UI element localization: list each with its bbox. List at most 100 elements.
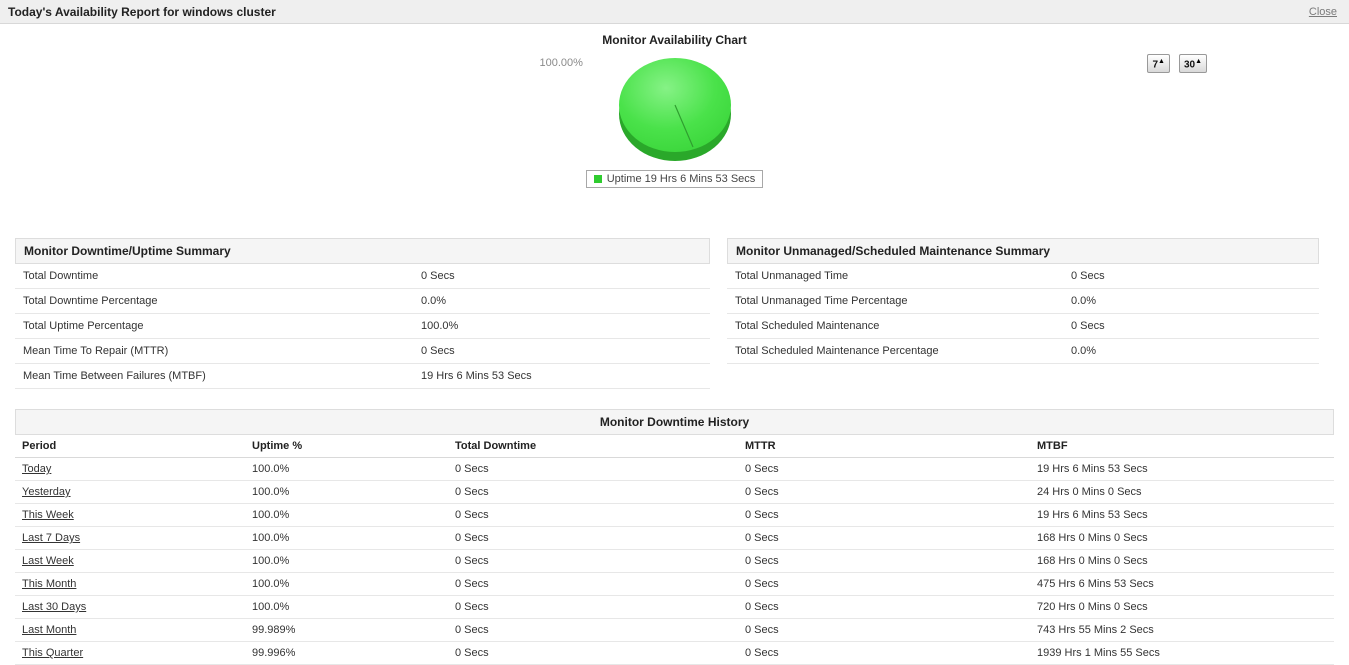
range-7-days-button[interactable]: 7▲ (1147, 54, 1170, 74)
row-label: Mean Time Between Failures (MTBF) (23, 370, 206, 382)
table-row: Total Downtime Percentage 0.0% (15, 289, 710, 314)
uptime-cell: 99.989% (252, 624, 296, 636)
pie-percentage-label: 100.00% (539, 57, 583, 69)
downtime-cell: 0 Secs (455, 532, 489, 544)
downtime-cell: 0 Secs (455, 486, 489, 498)
uptime-cell: 100.0% (252, 532, 290, 544)
row-value: 0.0% (1071, 345, 1097, 357)
uptime-legend-swatch-icon (593, 175, 602, 183)
mttr-cell: 0 Secs (745, 578, 779, 590)
mtbf-cell: 19 Hrs 6 Mins 53 Secs (1037, 509, 1148, 521)
downtime-cell: 0 Secs (455, 578, 489, 590)
downtime-cell: 0 Secs (455, 601, 489, 613)
caret-up-icon: ▲ (1158, 58, 1165, 65)
chart-legend: Uptime 19 Hrs 6 Mins 53 Secs (585, 170, 764, 188)
table-row: Total Unmanaged Time Percentage 0.0% (727, 289, 1319, 314)
report-header: Today's Availability Report for windows … (0, 0, 1349, 24)
range-7-label: 7 (1152, 59, 1158, 71)
uptime-cell: 99.996% (252, 647, 296, 659)
table-row: Total Downtime 0 Secs (15, 264, 710, 289)
row-label: Total Scheduled Maintenance (735, 320, 880, 332)
downtime-uptime-summary-table: Monitor Downtime/Uptime Summary Total Do… (15, 238, 710, 389)
row-value: 19 Hrs 6 Mins 53 Secs (421, 370, 532, 382)
uptime-cell: 100.0% (252, 509, 290, 521)
table-row: Mean Time Between Failures (MTBF) 19 Hrs… (15, 364, 710, 389)
table-row: Yesterday 100.0% 0 Secs 0 Secs 24 Hrs 0 … (15, 481, 1334, 504)
range-buttons: 7▲ 30▲ (1147, 54, 1207, 74)
mtbf-cell: 24 Hrs 0 Mins 0 Secs (1037, 486, 1142, 498)
row-value: 0 Secs (1071, 320, 1105, 332)
row-value: 0 Secs (421, 345, 455, 357)
close-link[interactable]: Close (1308, 5, 1337, 18)
row-label: Total Downtime Percentage (23, 295, 158, 307)
maintenance-summary-title: Monitor Unmanaged/Scheduled Maintenance … (727, 238, 1319, 264)
mtbf-cell: 1939 Hrs 1 Mins 55 Secs (1037, 647, 1160, 659)
row-label: Total Unmanaged Time Percentage (735, 295, 908, 307)
table-row: Total Uptime Percentage 100.0% (15, 314, 710, 339)
mttr-cell: 0 Secs (745, 509, 779, 521)
mttr-cell: 0 Secs (745, 532, 779, 544)
mttr-cell: 0 Secs (745, 647, 779, 659)
mttr-cell: 0 Secs (745, 463, 779, 475)
row-label: Total Downtime (23, 270, 99, 282)
downtime-summary-title: Monitor Downtime/Uptime Summary (15, 238, 710, 264)
table-row: Total Unmanaged Time 0 Secs (727, 264, 1319, 289)
mttr-cell: 0 Secs (745, 624, 779, 636)
period-link[interactable]: This Week (22, 509, 74, 521)
table-row: Last Week 100.0% 0 Secs 0 Secs 168 Hrs 0… (15, 550, 1334, 573)
table-row: Today 100.0% 0 Secs 0 Secs 19 Hrs 6 Mins… (15, 458, 1334, 481)
period-link[interactable]: Last 30 Days (22, 601, 87, 613)
uptime-cell: 100.0% (252, 463, 290, 475)
row-value: 0.0% (421, 295, 447, 307)
table-row: Total Scheduled Maintenance 0 Secs (727, 314, 1319, 339)
period-link[interactable]: Last Week (22, 555, 74, 567)
period-link[interactable]: Last 7 Days (22, 532, 81, 544)
mttr-cell: 0 Secs (745, 601, 779, 613)
row-value: 100.0% (421, 320, 459, 332)
availability-pie-chart: 100.00% (540, 51, 760, 170)
legend-label: Uptime 19 Hrs 6 Mins 53 Secs (606, 173, 756, 185)
column-header-uptime: Uptime % (252, 440, 303, 452)
downtime-cell: 0 Secs (455, 509, 489, 521)
table-row: Last Month 99.989% 0 Secs 0 Secs 743 Hrs… (15, 619, 1334, 642)
pie-graphic (618, 58, 731, 161)
mtbf-cell: 19 Hrs 6 Mins 53 Secs (1037, 463, 1148, 475)
range-30-days-button[interactable]: 30▲ (1178, 54, 1207, 74)
period-link[interactable]: This Month (22, 578, 77, 590)
table-row: Last 30 Days 100.0% 0 Secs 0 Secs 720 Hr… (15, 596, 1334, 619)
row-value: 0 Secs (1071, 270, 1105, 282)
table-row: Mean Time To Repair (MTTR) 0 Secs (15, 339, 710, 364)
mttr-cell: 0 Secs (745, 486, 779, 498)
uptime-cell: 100.0% (252, 578, 290, 590)
period-link[interactable]: Yesterday (22, 486, 71, 498)
table-row: Total Scheduled Maintenance Percentage 0… (727, 339, 1319, 364)
downtime-cell: 0 Secs (455, 555, 489, 567)
column-header-period: Period (22, 440, 57, 452)
row-value: 0 Secs (421, 270, 455, 282)
table-header-row: Period Uptime % Total Downtime MTTR MTBF (15, 435, 1334, 458)
page-title: Today's Availability Report for windows … (8, 4, 276, 19)
availability-chart-section: Monitor Availability Chart 7▲ 30▲ 100.00… (0, 24, 1349, 220)
downtime-cell: 0 Secs (455, 647, 489, 659)
column-header-mttr: MTTR (745, 440, 776, 452)
period-link[interactable]: Last Month (22, 624, 77, 636)
uptime-cell: 100.0% (252, 555, 290, 567)
mtbf-cell: 475 Hrs 6 Mins 53 Secs (1037, 578, 1154, 590)
mtbf-cell: 720 Hrs 0 Mins 0 Secs (1037, 601, 1148, 613)
row-label: Mean Time To Repair (MTTR) (23, 345, 169, 357)
column-header-downtime: Total Downtime (455, 440, 537, 452)
mtbf-cell: 168 Hrs 0 Mins 0 Secs (1037, 532, 1148, 544)
mttr-cell: 0 Secs (745, 555, 779, 567)
row-label: Total Unmanaged Time (735, 270, 849, 282)
summary-tables: Monitor Downtime/Uptime Summary Total Do… (0, 238, 1349, 389)
downtime-history-table: Monitor Downtime History Period Uptime %… (15, 409, 1334, 665)
uptime-cell: 100.0% (252, 601, 290, 613)
mtbf-cell: 168 Hrs 0 Mins 0 Secs (1037, 555, 1148, 567)
table-row: This Month 100.0% 0 Secs 0 Secs 475 Hrs … (15, 573, 1334, 596)
period-link[interactable]: Today (22, 463, 52, 475)
range-30-label: 30 (1183, 59, 1196, 71)
table-row: This Week 100.0% 0 Secs 0 Secs 19 Hrs 6 … (15, 504, 1334, 527)
uptime-cell: 100.0% (252, 486, 290, 498)
row-value: 0.0% (1071, 295, 1097, 307)
caret-up-icon: ▲ (1195, 58, 1202, 65)
